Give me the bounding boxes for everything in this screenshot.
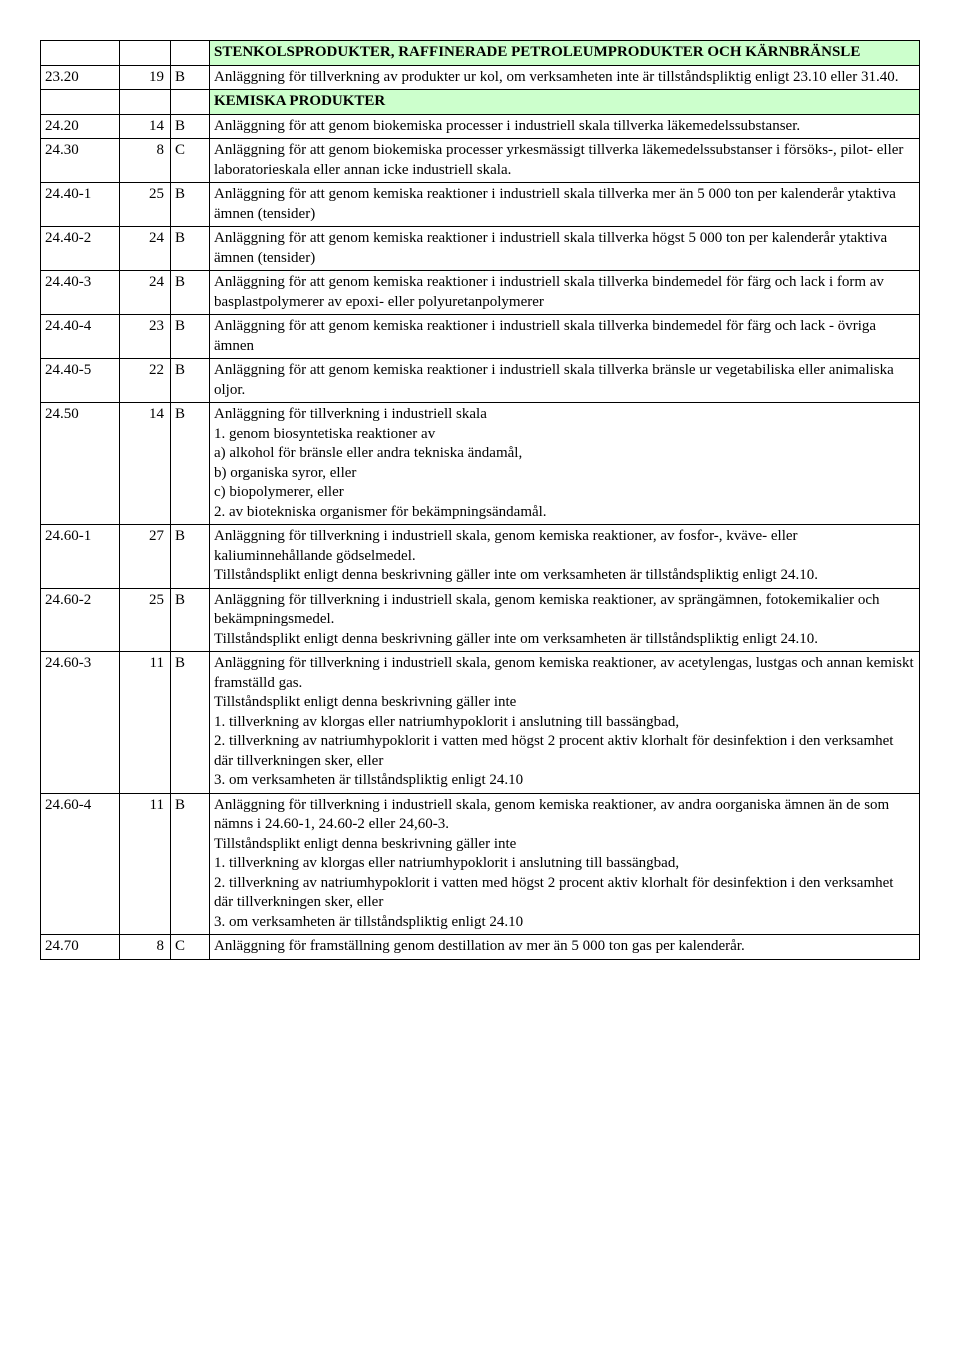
table-row: STENKOLSPRODUKTER, RAFFINERADE PETROLEUM…	[41, 41, 920, 66]
code-cell: 24.40-4	[41, 315, 120, 359]
value-cell: 14	[120, 114, 171, 139]
code-cell: 24.60-3	[41, 652, 120, 794]
value-cell: 25	[120, 183, 171, 227]
value-cell: 24	[120, 227, 171, 271]
code-cell: 24.40-2	[41, 227, 120, 271]
description-cell: Anläggning för att genom kemiska reaktio…	[210, 315, 920, 359]
class-cell: B	[171, 227, 210, 271]
value-cell: 27	[120, 525, 171, 589]
description-cell: KEMISKA PRODUKTER	[210, 90, 920, 115]
value-cell	[120, 90, 171, 115]
description-cell: Anläggning för tillverkning av produkter…	[210, 65, 920, 90]
table-row: KEMISKA PRODUKTER	[41, 90, 920, 115]
description-cell: Anläggning för att genom kemiska reaktio…	[210, 227, 920, 271]
class-cell: B	[171, 652, 210, 794]
description-cell: Anläggning för att genom kemiska reaktio…	[210, 271, 920, 315]
table-row: 24.308CAnläggning för att genom biokemis…	[41, 139, 920, 183]
class-cell: C	[171, 935, 210, 960]
description-cell: STENKOLSPRODUKTER, RAFFINERADE PETROLEUM…	[210, 41, 920, 66]
value-cell: 8	[120, 935, 171, 960]
code-cell: 24.70	[41, 935, 120, 960]
value-cell: 25	[120, 588, 171, 652]
table-row: 24.40-522BAnläggning för att genom kemis…	[41, 359, 920, 403]
description-cell: Anläggning för framställning genom desti…	[210, 935, 920, 960]
value-cell: 8	[120, 139, 171, 183]
class-cell: B	[171, 793, 210, 935]
description-cell: Anläggning för tillverkning i industriel…	[210, 525, 920, 589]
class-cell: C	[171, 139, 210, 183]
class-cell: B	[171, 359, 210, 403]
table-row: 24.40-125BAnläggning för att genom kemis…	[41, 183, 920, 227]
code-cell: 24.60-2	[41, 588, 120, 652]
description-cell: Anläggning för tillverkning i industriel…	[210, 793, 920, 935]
code-cell: 24.60-1	[41, 525, 120, 589]
table-row: 24.5014BAnläggning för tillverkning i in…	[41, 403, 920, 525]
class-cell: B	[171, 588, 210, 652]
code-cell: 24.40-1	[41, 183, 120, 227]
class-cell: B	[171, 65, 210, 90]
value-cell: 23	[120, 315, 171, 359]
value-cell: 19	[120, 65, 171, 90]
class-cell: B	[171, 183, 210, 227]
table-row: 23.2019BAnläggning för tillverkning av p…	[41, 65, 920, 90]
class-cell	[171, 90, 210, 115]
class-cell	[171, 41, 210, 66]
code-cell	[41, 41, 120, 66]
description-cell: Anläggning för att genom kemiska reaktio…	[210, 359, 920, 403]
code-cell: 24.40-3	[41, 271, 120, 315]
description-cell: Anläggning för att genom biokemiska proc…	[210, 139, 920, 183]
table-body: STENKOLSPRODUKTER, RAFFINERADE PETROLEUM…	[41, 41, 920, 960]
value-cell: 14	[120, 403, 171, 525]
description-cell: Anläggning för tillverkning i industriel…	[210, 403, 920, 525]
value-cell: 24	[120, 271, 171, 315]
description-cell: Anläggning för tillverkning i industriel…	[210, 652, 920, 794]
class-cell: B	[171, 271, 210, 315]
table-row: 24.60-411BAnläggning för tillverkning i …	[41, 793, 920, 935]
value-cell	[120, 41, 171, 66]
table-row: 24.708CAnläggning för framställning geno…	[41, 935, 920, 960]
regulation-table: STENKOLSPRODUKTER, RAFFINERADE PETROLEUM…	[40, 40, 920, 960]
class-cell: B	[171, 525, 210, 589]
description-cell: Anläggning för att genom biokemiska proc…	[210, 114, 920, 139]
description-cell: Anläggning för att genom kemiska reaktio…	[210, 183, 920, 227]
class-cell: B	[171, 403, 210, 525]
value-cell: 22	[120, 359, 171, 403]
class-cell: B	[171, 315, 210, 359]
value-cell: 11	[120, 652, 171, 794]
table-row: 24.40-224BAnläggning för att genom kemis…	[41, 227, 920, 271]
code-cell: 24.30	[41, 139, 120, 183]
code-cell: 24.60-4	[41, 793, 120, 935]
description-cell: Anläggning för tillverkning i industriel…	[210, 588, 920, 652]
table-row: 24.60-311BAnläggning för tillverkning i …	[41, 652, 920, 794]
class-cell: B	[171, 114, 210, 139]
value-cell: 11	[120, 793, 171, 935]
code-cell: 23.20	[41, 65, 120, 90]
table-row: 24.2014BAnläggning för att genom biokemi…	[41, 114, 920, 139]
code-cell: 24.20	[41, 114, 120, 139]
code-cell	[41, 90, 120, 115]
code-cell: 24.50	[41, 403, 120, 525]
table-row: 24.40-423BAnläggning för att genom kemis…	[41, 315, 920, 359]
code-cell: 24.40-5	[41, 359, 120, 403]
table-row: 24.60-225BAnläggning för tillverkning i …	[41, 588, 920, 652]
table-row: 24.60-127BAnläggning för tillverkning i …	[41, 525, 920, 589]
table-row: 24.40-324BAnläggning för att genom kemis…	[41, 271, 920, 315]
